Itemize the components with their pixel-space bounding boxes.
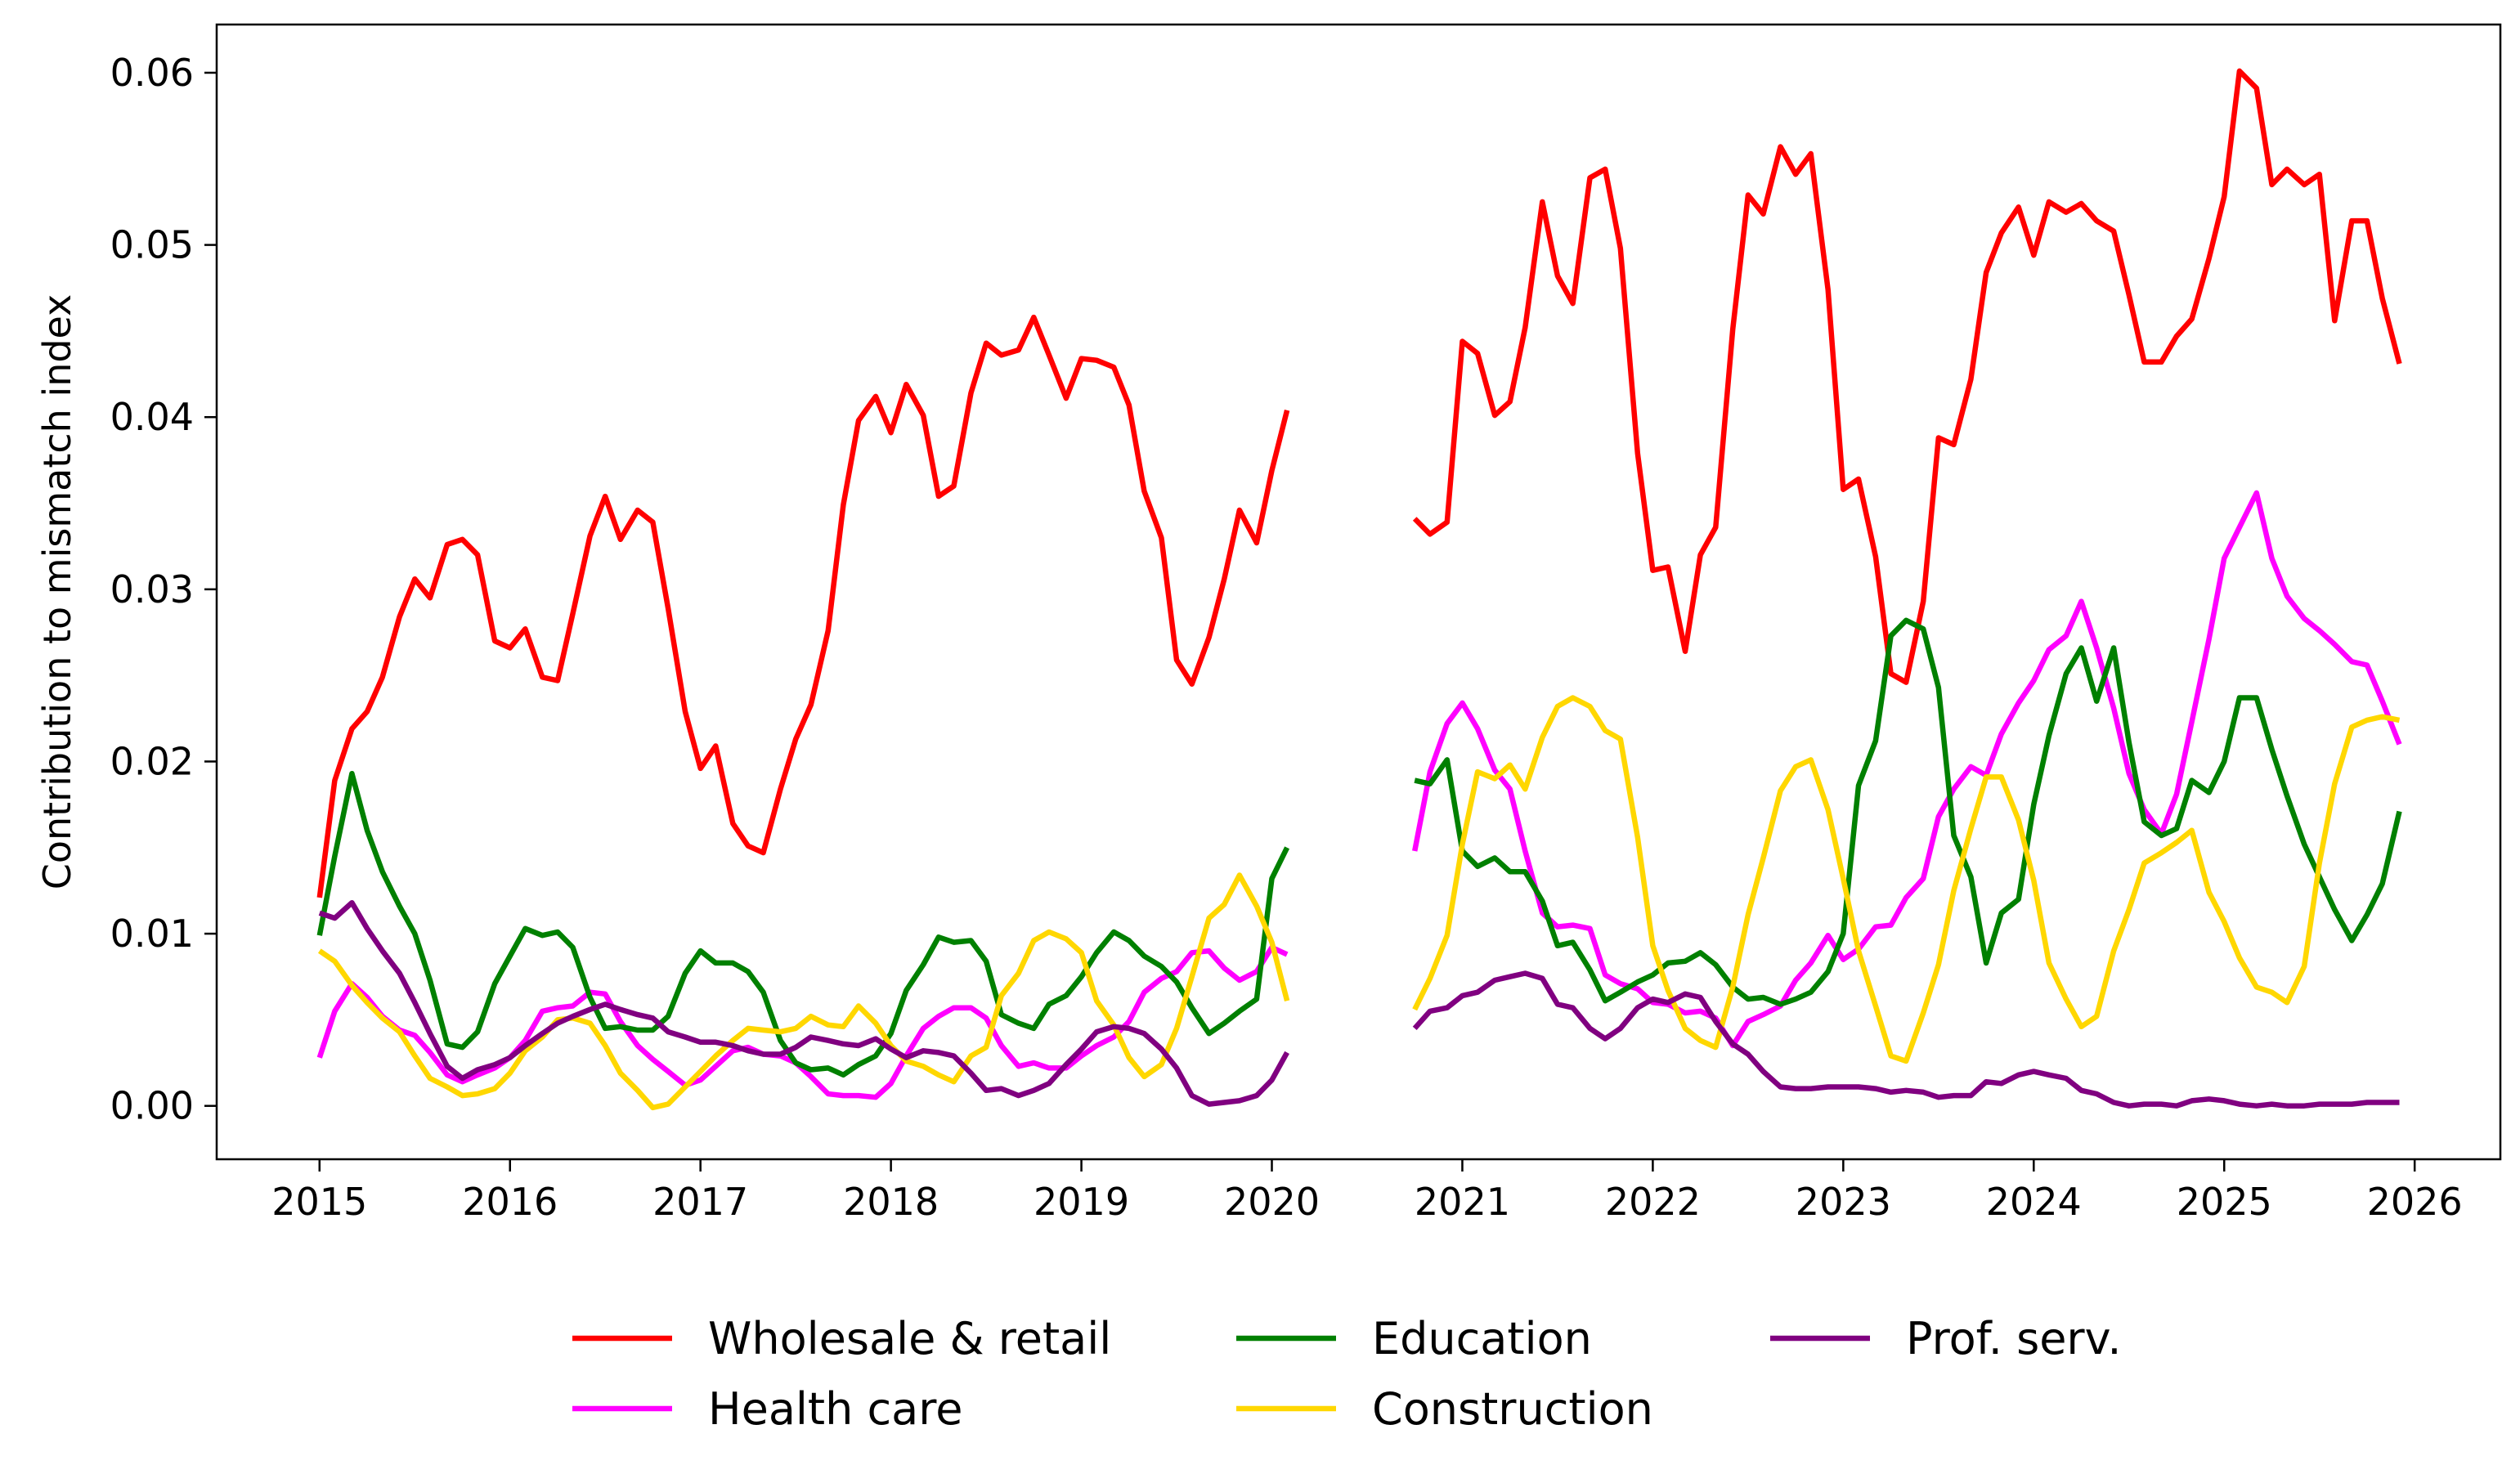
y-tick-label: 0.00 — [110, 1084, 194, 1128]
x-tick-label: 2026 — [2367, 1180, 2463, 1224]
legend-label: Prof. serv. — [1906, 1313, 2122, 1364]
series-line-health-care-1 — [316, 944, 1289, 1100]
series-line-health-care-2 — [1412, 490, 2402, 1049]
x-tick-label: 2023 — [1796, 1180, 1891, 1224]
legend-label: Health care — [708, 1383, 963, 1435]
legend-label: Construction — [1372, 1383, 1653, 1435]
x-tick-label: 2024 — [1986, 1180, 2082, 1224]
legend-item-education: Education — [1236, 1313, 1592, 1364]
y-tick-label: 0.03 — [110, 567, 194, 612]
x-tick-label: 2017 — [652, 1180, 748, 1224]
y-axis-label: Contribution to mismatch index — [35, 294, 79, 890]
series-line-construction-2 — [1412, 695, 2401, 1064]
x-tick-label: 2022 — [1605, 1180, 1701, 1224]
y-tick-label: 0.01 — [110, 912, 194, 956]
legend-label: Education — [1372, 1313, 1592, 1364]
legend-item-wholesale-retail: Wholesale & retail — [572, 1313, 1111, 1364]
y-tick-label: 0.06 — [110, 51, 194, 95]
legend-item-health-care: Health care — [572, 1383, 963, 1435]
series-line-construction-1 — [317, 872, 1290, 1111]
x-tick-label: 2020 — [1224, 1180, 1320, 1224]
x-tick-label: 2015 — [271, 1180, 367, 1224]
y-tick-label: 0.04 — [110, 395, 194, 439]
y-tick-label: 0.02 — [110, 739, 194, 783]
series-line-prof-serv-2 — [1412, 970, 2400, 1109]
x-tick-label: 2021 — [1415, 1180, 1510, 1224]
legend-label: Wholesale & retail — [708, 1313, 1111, 1364]
plot-frame — [215, 23, 2502, 1161]
series-line-education-2 — [1414, 617, 2402, 1007]
x-tick-label: 2019 — [1034, 1180, 1129, 1224]
series-line-wholesale-retail-2 — [1412, 68, 2402, 685]
x-tick-label: 2025 — [2177, 1180, 2272, 1224]
y-axis: 0.00 0.01 0.02 0.03 0.04 0.05 0.06 — [110, 51, 217, 1128]
series-line-prof-serv-1 — [318, 899, 1289, 1107]
legend-item-construction: Construction — [1236, 1383, 1653, 1435]
x-tick-label: 2018 — [843, 1180, 939, 1224]
x-axis: 2015 2016 2017 2018 2019 2020 2021 2022 2023 2024… — [271, 1159, 2463, 1224]
legend: Wholesale & retail Health care Education Co… — [572, 1313, 2122, 1435]
series-layer — [316, 68, 2402, 1111]
x-tick-label: 2016 — [462, 1180, 558, 1224]
series-line-wholesale-retail-1 — [316, 314, 1290, 898]
series-line-education-1 — [316, 770, 1290, 1078]
legend-item-prof-serv: Prof. serv. — [1770, 1313, 2122, 1364]
y-tick-label: 0.05 — [110, 223, 194, 267]
